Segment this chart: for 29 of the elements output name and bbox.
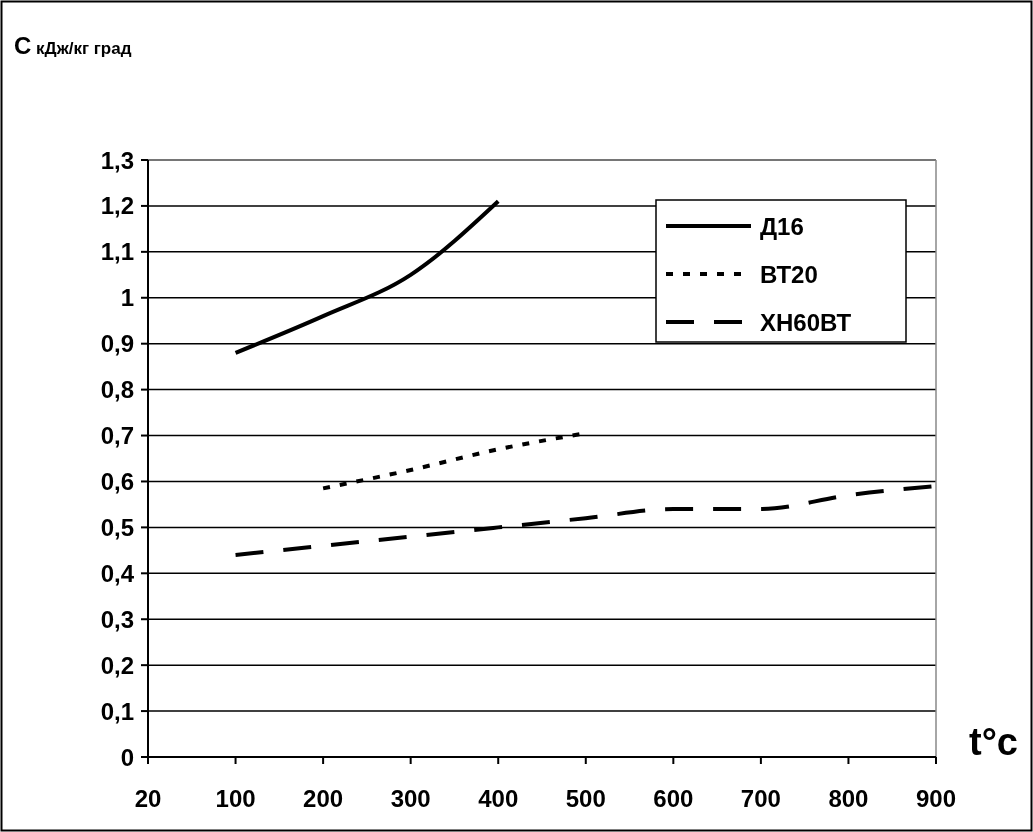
y-tick-label: 0,1 xyxy=(100,697,134,725)
legend-label: Д16 xyxy=(760,212,804,240)
x-tick-label: 700 xyxy=(740,785,781,812)
y-tick-label: 0,7 xyxy=(100,422,134,450)
x-tick-label: 900 xyxy=(915,785,957,812)
y-tick-label: 0,6 xyxy=(100,467,134,495)
x-axis-title: t°c xyxy=(969,721,1018,763)
y-tick-label: 0 xyxy=(120,743,134,771)
y-tick-label: 0,5 xyxy=(100,513,134,541)
y-axis-title: С кДж/кг град xyxy=(14,32,132,59)
x-tick-label: 800 xyxy=(828,785,869,812)
y-tick-label: 0,3 xyxy=(100,605,134,633)
x-tick-label: 600 xyxy=(653,785,694,812)
y-tick-label: 1,3 xyxy=(100,146,134,174)
x-tick-label: 300 xyxy=(390,785,431,812)
y-tick-label: 1,2 xyxy=(100,192,134,220)
x-tick-label: 400 xyxy=(478,785,519,812)
y-tick-label: 0,8 xyxy=(100,376,134,404)
legend-label: ВТ20 xyxy=(760,260,818,288)
y-tick-label: 0,4 xyxy=(100,559,135,587)
x-tick-label: 500 xyxy=(565,785,606,812)
x-tick-label: 20 xyxy=(134,785,162,812)
x-tick-label: 200 xyxy=(303,785,344,812)
legend-label: ХН60ВТ xyxy=(760,308,852,336)
y-tick-label: 0,9 xyxy=(100,330,134,358)
y-tick-label: 1,1 xyxy=(100,238,134,266)
x-tick-label: 100 xyxy=(215,785,256,812)
y-tick-label: 1 xyxy=(120,284,134,312)
y-tick-label: 0,2 xyxy=(100,651,134,679)
